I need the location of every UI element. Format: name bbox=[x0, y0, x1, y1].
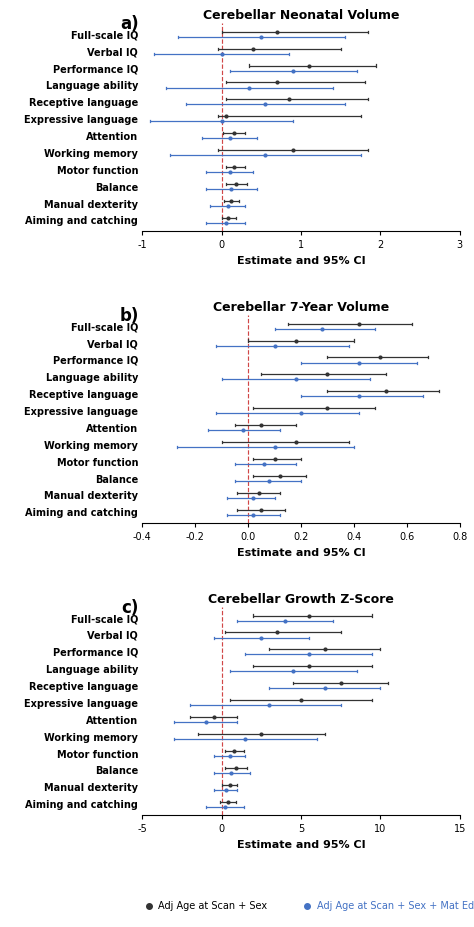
Title: Cerebellar 7-Year Volume: Cerebellar 7-Year Volume bbox=[213, 301, 389, 314]
X-axis label: Estimate and 95% CI: Estimate and 95% CI bbox=[237, 840, 365, 850]
Title: Cerebellar Growth Z-Score: Cerebellar Growth Z-Score bbox=[208, 593, 394, 606]
Text: Adj Age at Scan + Sex + Mat Educ + ICV: Adj Age at Scan + Sex + Mat Educ + ICV bbox=[317, 900, 474, 910]
Text: c): c) bbox=[122, 599, 139, 616]
Title: Cerebellar Neonatal Volume: Cerebellar Neonatal Volume bbox=[203, 9, 399, 22]
X-axis label: Estimate and 95% CI: Estimate and 95% CI bbox=[237, 548, 365, 558]
Text: b): b) bbox=[119, 307, 139, 324]
Text: Adj Age at Scan + Sex: Adj Age at Scan + Sex bbox=[158, 900, 267, 910]
Text: a): a) bbox=[120, 15, 139, 32]
X-axis label: Estimate and 95% CI: Estimate and 95% CI bbox=[237, 256, 365, 266]
